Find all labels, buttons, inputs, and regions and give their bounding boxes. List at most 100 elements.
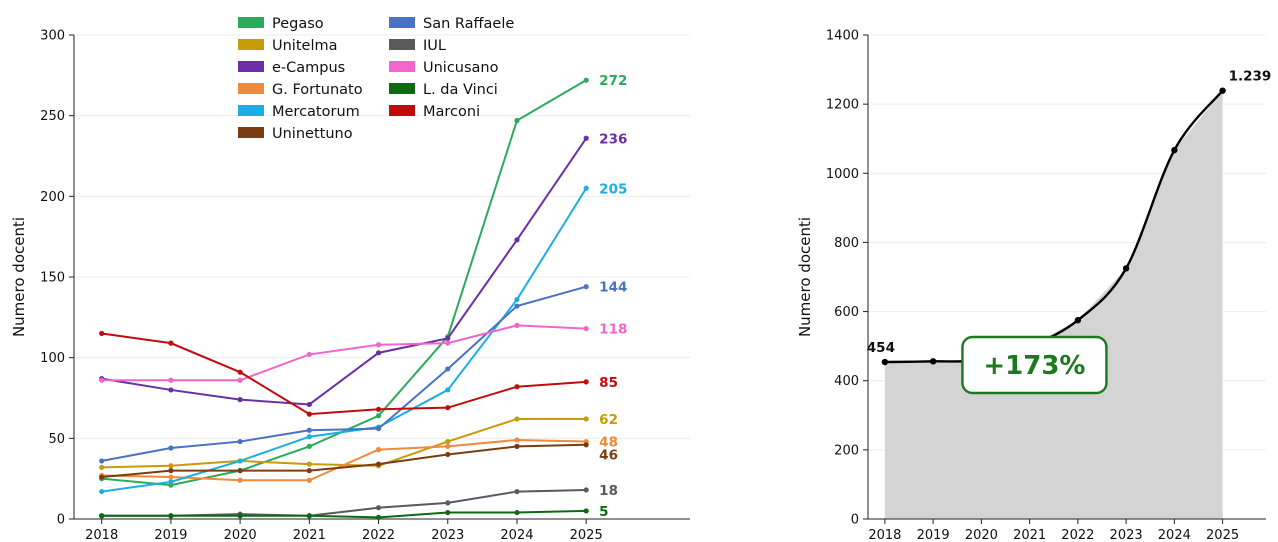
left-chart: 0 50 100 150 200 250 300 2018 2019 2020 2021 2022 20… [10,16,690,542]
legend-label: Unicusano [423,60,499,76]
right-x-tick-label: 2019 [917,528,950,542]
left-y-tick-label: 150 [40,271,65,286]
left-y-tick-label: 300 [40,29,65,44]
series-l-da-vinci [99,508,589,520]
series-marconi [99,330,589,417]
end-value-label: 85 [599,375,618,391]
right-x-tick-label: 2018 [868,528,901,542]
data-point [514,237,520,243]
legend-swatch [238,61,264,72]
end-value-label: 205 [599,181,627,197]
data-point [306,434,312,440]
data-point [237,468,243,474]
data-point [375,461,382,467]
series-mercatorum [99,185,589,495]
series-line [101,137,588,406]
data-point [168,340,174,346]
data-point [514,443,520,449]
data-point [306,513,312,519]
left-x-tick-label: 2025 [570,528,603,542]
data-point [445,500,451,506]
series-line [101,324,587,382]
data-point [929,358,937,365]
data-point [445,509,451,516]
right-x-tick-label: 2020 [965,528,998,542]
end-value-label: 144 [599,280,627,296]
data-point [514,296,520,303]
right-y-tick-label: 1400 [826,29,859,44]
data-point [99,377,105,383]
series-g-fortunato [99,437,589,483]
data-point [306,461,312,467]
growth-badge [961,335,1108,395]
data-point [168,387,174,393]
data-point [237,377,243,383]
left-y-tick-label: 100 [40,351,65,366]
legend-label: L. da Vinci [423,82,498,98]
data-point [445,387,451,393]
data-point [306,427,312,433]
end-value-label: 62 [599,412,618,428]
data-point [514,322,520,328]
series-line [101,332,587,416]
data-point [99,464,105,470]
data-point [306,468,312,474]
legend-label: IUL [423,38,446,54]
data-point [375,350,382,356]
right-y-tick-label: 400 [834,374,859,389]
legend-swatch [389,39,415,50]
data-point [375,426,382,432]
right-y-axis-label: Numero docenti [796,217,814,337]
data-point [237,438,243,445]
data-point [168,468,174,474]
right-x-tick-label: 2022 [1061,528,1094,542]
data-point [583,379,589,385]
data-point [583,487,589,493]
total-line [884,89,1224,364]
legend-swatch [238,105,264,116]
legend-swatch [238,127,264,138]
left-y-axis-label: Numero docenti [10,217,28,337]
legend-label: G. Fortunato [272,82,363,98]
data-point [99,488,105,495]
right-y-tick-label: 800 [834,236,859,251]
point-value-label: 454 [867,340,895,356]
end-value-label: 46 [599,448,618,464]
legend-swatch [389,105,415,116]
legend-label: Marconi [423,104,480,120]
left-x-tick-label: 2018 [85,528,118,542]
data-point [168,445,174,451]
data-point [445,405,451,411]
right-y-tick-label: 200 [834,443,859,458]
data-point [1074,317,1082,324]
left-x-tick-label: 2020 [224,528,257,542]
legend-swatch [389,61,415,72]
data-point [1122,265,1130,272]
data-point [583,135,589,141]
data-point [583,284,589,290]
right-y-tick-label: 600 [834,305,859,320]
left-x-tick-label: 2022 [362,528,395,542]
data-point [99,513,105,519]
legend-label: Pegaso [272,16,324,32]
data-point [237,458,243,464]
data-point [99,458,105,464]
data-point [99,474,105,480]
data-point [514,509,520,516]
left-x-tick-label: 2021 [293,528,326,542]
data-point [237,477,243,483]
legend-swatch [389,83,415,94]
data-point [168,513,174,519]
end-value-label: 5 [599,504,608,520]
right-y-tick-label: 1200 [826,98,859,113]
legend-swatch [238,17,264,28]
data-point [375,514,382,520]
data-point [445,335,451,341]
legend-label: e-Campus [272,60,345,76]
series-line [101,509,587,519]
right-y-tick-label: 1000 [826,167,859,182]
legend-label: San Raffaele [423,16,514,32]
data-point [168,474,174,480]
data-point [375,505,382,511]
